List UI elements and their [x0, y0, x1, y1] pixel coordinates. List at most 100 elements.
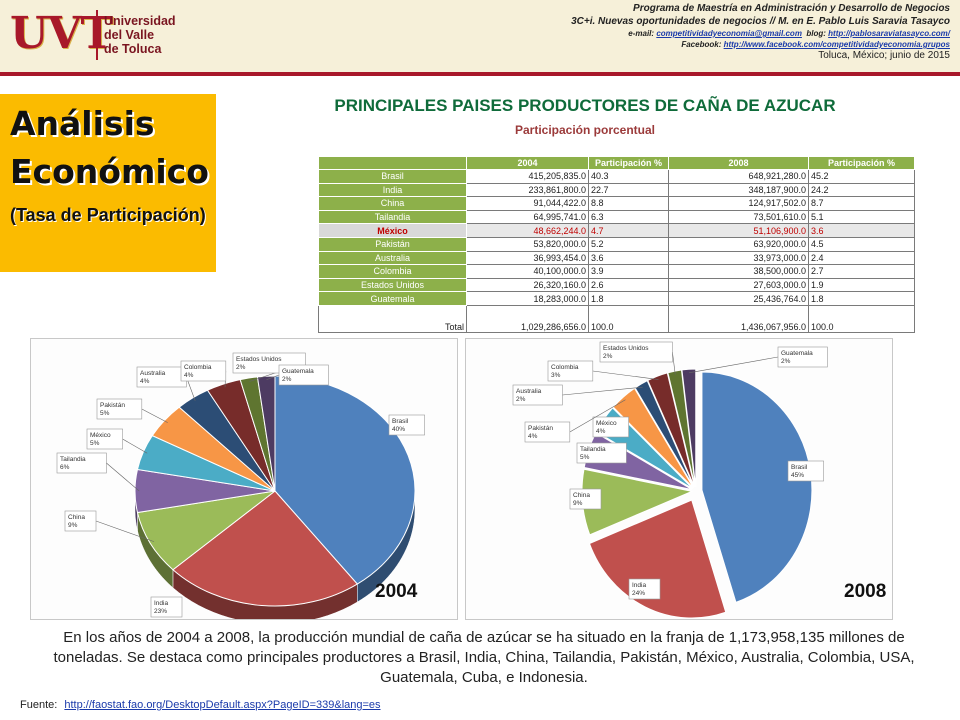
value-cell: 51,106,900.0: [668, 223, 809, 238]
value-cell: 3.6: [808, 223, 915, 238]
table-row: India 233,861,800.0 22.7 348,187,900.0 24.2: [318, 182, 915, 198]
section-title-line1: Análisis: [10, 104, 155, 143]
value-cell: 6.3: [588, 209, 669, 225]
label-leader-line: [141, 408, 168, 423]
slice-value-label: 2%: [516, 396, 526, 403]
slice-label: Brasil: [392, 418, 409, 425]
slice-label: México: [90, 432, 111, 439]
slice-value-label: 5%: [90, 440, 100, 447]
slice-label: Tailandia: [60, 456, 86, 463]
value-cell: 26,320,160.0: [466, 277, 589, 293]
slice-label: India: [154, 600, 168, 607]
country-cell: Tailandia: [318, 209, 467, 225]
value-cell: 48,662,244.0: [466, 223, 589, 238]
pie-slice: [681, 368, 697, 488]
university-logo: UVT Universidad del Valle de Toluca: [6, 6, 186, 64]
data-label-box: [777, 346, 828, 368]
value-cell: 4.5: [808, 236, 915, 252]
data-label-box: [278, 364, 329, 386]
slice-value-label: 23%: [154, 608, 167, 615]
slice-value-label: 2%: [781, 358, 791, 365]
value-cell: 36,993,454.0: [466, 250, 589, 266]
facebook-label: Facebook:: [681, 40, 722, 49]
slice-label: Guatemala: [781, 350, 813, 357]
value-cell: 2.4: [808, 250, 915, 266]
label-leader-line: [562, 386, 643, 396]
slice-label: India: [632, 582, 646, 589]
slice-label: México: [596, 420, 617, 427]
pie-slice: [701, 371, 813, 603]
slice-label: Australia: [516, 388, 542, 395]
pie-chart-2008: Brasil 45% India 24% China 9% Tailandia 5% Méxic…: [465, 338, 893, 620]
pie-slice: [172, 490, 359, 607]
country-cell: Guatemala: [318, 291, 467, 306]
slice-value-label: 2%: [282, 376, 292, 383]
table-row: Pakistán 53,820,000.0 5.2 63,920,000.0 4.5: [318, 236, 915, 252]
place-date: Toluca, México; junio de 2015: [818, 50, 950, 61]
table-body: Brasil 415,205,835.0 40.3 648,921,280.0 45.2…: [318, 169, 915, 333]
slice-label: China: [68, 514, 85, 521]
logo-divider: [96, 10, 98, 60]
slice-label: Colombia: [551, 364, 579, 371]
value-cell: 64,995,741.0: [466, 209, 589, 225]
total-value: 100.0: [588, 304, 669, 333]
course-name: 3C+i. Nuevas oportunidades de negocios /…: [571, 15, 950, 27]
slice-value-label: 5%: [100, 410, 110, 417]
value-cell: 40,100,000.0: [466, 264, 589, 279]
slide-header: UVT Universidad del Valle de Toluca Prog…: [0, 0, 960, 76]
slice-value-label: 40%: [392, 426, 405, 433]
label-leader-line: [569, 399, 626, 433]
country-cell: Australia: [318, 250, 467, 266]
slice-label: Colombia: [184, 364, 212, 371]
value-cell: 25,436,764.0: [668, 291, 809, 306]
facebook-link[interactable]: http://www.facebook.com/competitividadye…: [723, 40, 950, 49]
label-leader-line: [592, 370, 659, 380]
table-header-cell: 2008: [668, 156, 809, 170]
data-label-box: [599, 341, 673, 363]
value-cell: 415,205,835.0: [466, 169, 589, 184]
header-info: Programa de Maestría en Administración y…: [571, 3, 950, 63]
data-label-box: [576, 442, 627, 464]
data-label-box: [592, 416, 629, 438]
total-label: Total: [318, 304, 467, 333]
data-label-box: [628, 578, 661, 600]
data-label-box: [524, 421, 571, 443]
slice-value-label: 4%: [596, 428, 606, 435]
slice-value-label: 9%: [68, 522, 78, 529]
value-cell: 3.9: [588, 264, 669, 279]
value-cell: 1.8: [808, 291, 915, 306]
value-cell: 91,044,422.0: [466, 196, 589, 211]
program-name: Programa de Maestría en Administración y…: [633, 3, 950, 14]
data-label-box: [180, 360, 227, 382]
section-title-line2: Económico: [10, 152, 209, 191]
slice-value-label: 4%: [140, 378, 150, 385]
value-cell: 45.2: [808, 169, 915, 184]
slice-label: Pakistán: [100, 402, 125, 409]
contact-line: e-mail: competitividadyeconomia@gmail.co…: [571, 28, 950, 39]
total-value: 1,436,067,956.0: [668, 304, 809, 333]
value-cell: 233,861,800.0: [466, 182, 589, 198]
slice-value-label: 6%: [60, 464, 70, 471]
value-cell: 33,973,000.0: [668, 250, 809, 266]
table-header-cell: 2004: [466, 156, 589, 170]
value-cell: 5.1: [808, 209, 915, 225]
value-cell: 648,921,280.0: [668, 169, 809, 184]
value-cell: 24.2: [808, 182, 915, 198]
source-link[interactable]: http://faostat.fao.org/DesktopDefault.as…: [64, 699, 381, 711]
country-cell: China: [318, 196, 467, 211]
pie-slice: [588, 499, 727, 619]
email-link[interactable]: competitividadyeconomia@gmail.com: [656, 29, 802, 38]
data-label-box: [547, 360, 594, 382]
blog-link[interactable]: http://pablosaraviatasayco.com/: [828, 29, 950, 38]
slice-label: Australia: [140, 370, 166, 377]
slice-label: Tailandia: [580, 446, 606, 453]
country-cell: Pakistán: [318, 236, 467, 252]
pie-slice: [136, 490, 276, 571]
data-label-box: [56, 452, 107, 474]
data-label-box: [86, 428, 123, 450]
country-cell: Colombia: [318, 264, 467, 279]
value-cell: 8.7: [808, 196, 915, 211]
slice-value-label: 4%: [528, 433, 538, 440]
country-cell: India: [318, 182, 467, 198]
value-cell: 18,283,000.0: [466, 291, 589, 306]
